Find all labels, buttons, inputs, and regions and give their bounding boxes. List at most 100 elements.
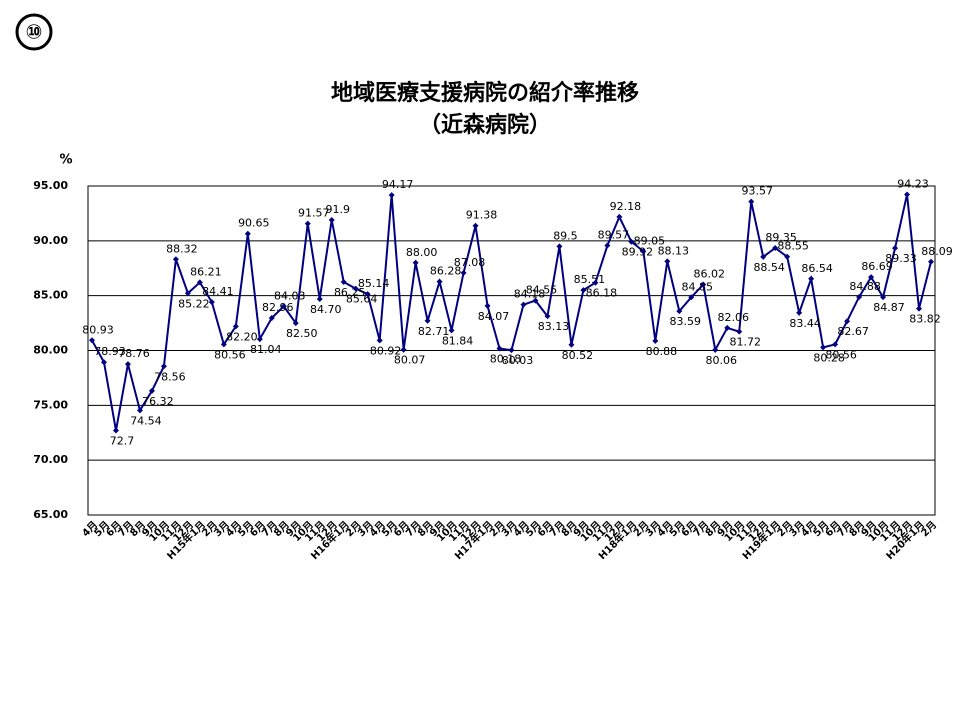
- data-label: 94.23: [897, 177, 929, 190]
- marker: [436, 278, 443, 285]
- marker: [340, 278, 347, 285]
- marker: [89, 337, 95, 344]
- y-tick-label: 90.00: [33, 234, 68, 247]
- data-label: 80.03: [502, 354, 534, 367]
- data-label: 86.28: [430, 265, 462, 278]
- marker: [760, 253, 767, 260]
- marker: [808, 275, 815, 282]
- data-label: 86.18: [586, 287, 618, 300]
- marker: [904, 191, 911, 198]
- data-label: 80.56: [825, 348, 857, 361]
- data-label: 82.20: [226, 330, 258, 343]
- data-label: 93.57: [741, 185, 773, 198]
- marker: [832, 341, 839, 348]
- data-label: 76.32: [142, 395, 174, 408]
- data-label: 88.00: [406, 246, 438, 259]
- y-tick-label: 80.00: [33, 344, 68, 357]
- marker: [664, 258, 671, 265]
- data-label: 89.92: [622, 246, 654, 259]
- marker: [172, 256, 179, 263]
- marker: [232, 323, 239, 330]
- marker: [892, 245, 899, 252]
- data-label: 89.5: [553, 229, 578, 242]
- chart-subtitle: （近森病院）: [419, 112, 551, 138]
- y-tick-label: 65.00: [33, 508, 68, 521]
- data-label: 82.50: [286, 327, 318, 340]
- data-label: 90.65: [238, 217, 270, 230]
- data-label: 83.59: [670, 315, 702, 328]
- marker: [148, 387, 155, 394]
- marker: [328, 216, 335, 223]
- data-label: 87.08: [454, 256, 486, 269]
- data-label: 86.21: [190, 265, 222, 278]
- marker: [280, 303, 287, 310]
- data-label: 81.84: [442, 334, 474, 347]
- marker: [916, 305, 923, 312]
- data-label: 82.96: [262, 301, 294, 314]
- y-tick-label: 85.00: [33, 289, 68, 302]
- marker: [820, 344, 827, 351]
- data-label: 80.18: [490, 353, 522, 366]
- marker: [868, 274, 875, 281]
- data-label: 84.03: [274, 289, 306, 302]
- data-label: 91.57: [298, 207, 330, 220]
- marker: [124, 361, 131, 368]
- data-label: 84.85: [682, 280, 714, 293]
- marker: [580, 287, 587, 294]
- marker: [928, 258, 934, 265]
- data-label: 82.67: [837, 325, 869, 338]
- marker: [712, 346, 719, 353]
- data-label: 80.56: [214, 348, 246, 361]
- data-label: 91.38: [466, 209, 498, 222]
- marker: [376, 337, 383, 344]
- chart-title: 地域医療支援病院の紹介率推移: [331, 80, 639, 106]
- marker: [364, 291, 371, 298]
- marker: [136, 407, 143, 414]
- data-label: 91.9: [325, 203, 350, 216]
- data-label: 78.56: [154, 370, 186, 383]
- marker: [184, 290, 191, 297]
- data-label: 84.70: [310, 303, 342, 316]
- data-label: 92.18: [610, 200, 642, 213]
- data-label: 89.05: [634, 234, 666, 247]
- marker: [316, 295, 323, 302]
- data-label: 85.22: [178, 297, 210, 310]
- marker: [496, 345, 503, 352]
- badge-circle: [15, 13, 53, 51]
- data-label: 86.02: [694, 267, 726, 280]
- data-label: 72.7: [110, 435, 135, 448]
- marker: [508, 347, 515, 354]
- data-label: 80.88: [646, 345, 678, 358]
- data-label: 84.87: [873, 301, 905, 314]
- marker: [544, 313, 551, 320]
- data-label: 84.07: [478, 310, 510, 323]
- data-label: 78.93: [94, 345, 126, 358]
- data-label: 80.92: [370, 344, 402, 357]
- marker: [112, 427, 119, 434]
- marker: [856, 293, 863, 300]
- marker: [652, 337, 659, 344]
- data-label: 80.28: [813, 351, 845, 364]
- y-tick-label: 75.00: [33, 398, 68, 411]
- marker: [880, 294, 887, 301]
- marker: [208, 299, 215, 306]
- data-label: 88.54: [753, 261, 785, 274]
- y-axis-label: %: [59, 153, 72, 168]
- data-label: 80.93: [82, 323, 114, 336]
- marker: [748, 198, 755, 205]
- marker: [520, 301, 527, 308]
- marker: [220, 341, 227, 348]
- marker: [604, 242, 611, 249]
- data-label: 83.44: [789, 317, 821, 330]
- marker: [568, 341, 575, 348]
- data-label: 74.54: [130, 414, 162, 427]
- marker: [412, 259, 419, 266]
- marker: [784, 253, 791, 260]
- data-label: 78.76: [118, 347, 150, 360]
- marker: [244, 230, 251, 237]
- data-label: 85.51: [574, 273, 606, 286]
- marker: [448, 327, 455, 334]
- marker: [628, 238, 635, 245]
